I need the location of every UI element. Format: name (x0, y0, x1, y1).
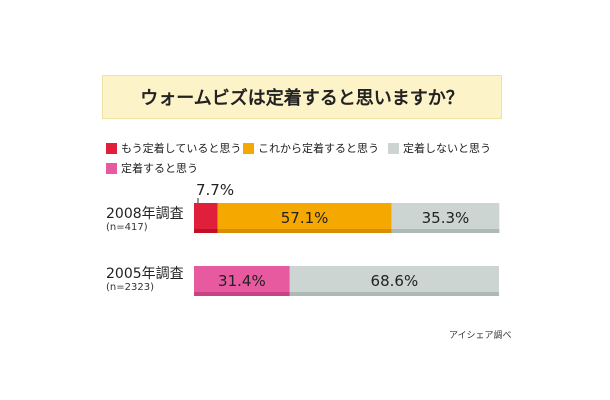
legend-item-will-be-established: 定着すると思う (106, 160, 198, 176)
row-label-2008: 2008年調査 (n=417) (106, 206, 192, 234)
row-year: 2005年調査 (106, 266, 184, 282)
row-label-2005: 2005年調査 (n=2323) (106, 266, 192, 294)
legend-swatch-red (106, 142, 117, 154)
bar-segment (391, 203, 500, 233)
legend-swatch-orange (243, 142, 254, 154)
data-label: 68.6% (371, 272, 419, 290)
bar-segment (194, 203, 218, 233)
row-sample-size: (n=2323) (106, 282, 154, 293)
data-label: 57.1% (281, 209, 329, 227)
legend-label: 定着しないと思う (403, 142, 491, 155)
legend-label: 定着すると思う (121, 162, 198, 175)
bar-segment-shadow (217, 229, 392, 233)
data-label: 35.3% (422, 209, 470, 227)
row-sample-size: (n=417) (106, 222, 148, 233)
bar-segment (194, 266, 290, 296)
source-note: アイシェア調べ (449, 331, 512, 341)
bar-segment-shadow (391, 229, 500, 233)
bar-segment (217, 203, 392, 233)
legend-item-already-established: もう定着していると思う (106, 140, 241, 156)
bar-segment-shadow (194, 292, 290, 296)
bar-segment-shadow (289, 292, 499, 296)
legend-label: もう定着していると思う (121, 142, 242, 155)
bar-segment-shadow (194, 229, 218, 233)
legend-item-will-establish: これから定着すると思う (243, 140, 379, 156)
bar-segment (289, 266, 499, 296)
legend-label: これから定着すると思う (258, 142, 379, 155)
legend-item-will-not-establish: 定着しないと思う (388, 140, 491, 156)
row-year: 2008年調査 (106, 206, 184, 222)
data-label: 7.7% (196, 181, 234, 199)
legend-swatch-pink (106, 162, 117, 174)
chart-title: ウォームビズは定着すると思いますか？ (102, 75, 502, 119)
data-label: 31.4% (218, 272, 266, 290)
legend-swatch-gray (388, 142, 399, 154)
